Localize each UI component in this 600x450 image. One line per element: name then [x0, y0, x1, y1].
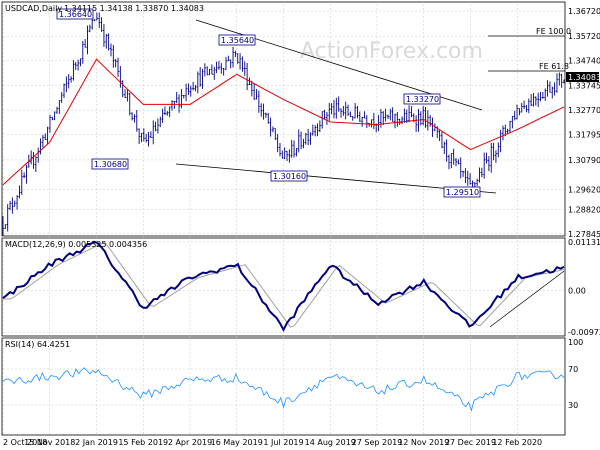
fib-levels: FE 100.0 FE 61.8	[488, 27, 571, 72]
rsi-y-tick: 30	[568, 401, 578, 410]
grid-layer	[2, 4, 564, 434]
annotation-peak-2: 1.35640	[221, 36, 254, 45]
macd-series	[2, 240, 565, 332]
annotation-box-trough-2	[270, 170, 308, 182]
rsi-y-tick: 70	[568, 365, 578, 374]
annotation-peak-1: 1.36640	[59, 10, 92, 19]
annotation-box-trough-3	[443, 186, 481, 198]
x-tick-label: 2 Apr 2019	[168, 438, 212, 447]
macd-y-tick: -0.009729	[568, 328, 600, 337]
annotation-trough-2: 1.30160	[273, 172, 306, 181]
x-tick-label: 12 Feb 2020	[492, 438, 542, 447]
y-axis-labels: 1.36720 1.35720 1.34740 1.33745 1.32770 1.317…	[568, 7, 600, 410]
price-y-tick: 1.35720	[568, 32, 600, 41]
x-tick-label: 27 Dec 2019	[445, 438, 496, 447]
rsi-line	[2, 367, 565, 412]
x-tick-label: 14 Aug 2019	[305, 438, 356, 447]
price-y-tick: 1.32770	[568, 106, 600, 115]
current-price-box	[566, 72, 599, 82]
annotation-box-peak-2	[218, 34, 256, 46]
x-tick-label: 15 Feb 2019	[118, 438, 168, 447]
x-tick-label: 1 Jul 2019	[263, 438, 303, 447]
macd-panel-title: MACD(12,26,9) 0.005325 0.004356	[5, 240, 147, 249]
annotation-peak-3: 1.33270	[406, 95, 439, 104]
price-y-tick: 1.30790	[568, 156, 600, 165]
macd-y-tick: 0.011313	[568, 238, 600, 247]
x-tick-label: 2 Jan 2019	[75, 438, 118, 447]
annotation-trough-1: 1.30680	[94, 160, 127, 169]
annotation-box-peak-1	[56, 8, 94, 20]
price-y-tick: 1.31795	[568, 131, 600, 140]
price-panel-title: USDCAD,Daily	[5, 4, 62, 13]
price-y-tick: 1.28820	[568, 205, 600, 214]
ma-line	[2, 58, 565, 186]
macd-trendline	[489, 270, 565, 328]
macd-line	[2, 240, 565, 332]
rsi-y-tick: 100	[568, 338, 583, 347]
annotation-trough-3: 1.29510	[446, 188, 479, 197]
x-tick-label: 27 Sep 2019	[352, 438, 403, 447]
price-series	[2, 12, 565, 236]
watermark: ActionForex.com	[300, 39, 483, 64]
price-y-tick: 1.34740	[568, 57, 600, 66]
fib-label-100: FE 100.0	[536, 27, 571, 36]
x-tick-label: 16 May 2019	[211, 438, 263, 447]
current-price-label: 1.34083	[568, 73, 600, 82]
price-y-tick: 1.33745	[568, 82, 600, 91]
x-tick-label: 15 Nov 2018	[24, 438, 75, 447]
annotation-box-peak-3	[403, 93, 441, 105]
price-y-tick: 1.29620	[568, 185, 600, 194]
macd-y-tick: 0.00	[568, 286, 586, 295]
x-tick-label: 12 Nov 2019	[398, 438, 449, 447]
lower-trendline	[175, 163, 497, 194]
fib-label-61: FE 61.8	[539, 62, 569, 71]
price-annotations: 1.36640 1.35640 1.33270 1.30680 1.30160 …	[56, 8, 481, 198]
price-y-tick: 1.27845	[568, 230, 600, 239]
rsi-series	[2, 367, 565, 412]
annotation-box-trough-1	[91, 158, 129, 170]
rsi-panel-title: RSI(14) 64.4251	[5, 340, 70, 349]
price-panel-ohlc: 1.34115 1.34138 1.33870 1.34083	[64, 4, 204, 13]
x-tick-label: 2 Oct 2018	[3, 438, 47, 447]
macd-signal-line	[3, 241, 565, 328]
price-y-tick: 1.36720	[568, 7, 600, 16]
